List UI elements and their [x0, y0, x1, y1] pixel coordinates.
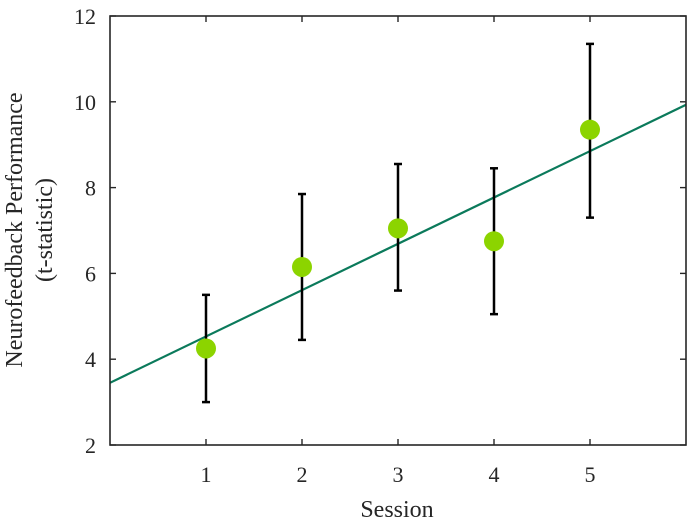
x-axis-label: Session	[360, 497, 433, 522]
x-tick-label: 4	[489, 462, 500, 487]
data-point	[388, 218, 408, 239]
data-point	[580, 119, 600, 140]
x-tick-label: 5	[585, 462, 596, 487]
y-tick-label: 12	[74, 4, 96, 29]
x-tick-label: 2	[297, 462, 308, 487]
y-tick-label: 10	[74, 90, 96, 115]
x-tick-label: 1	[201, 462, 212, 487]
y-tick-label: 2	[85, 433, 96, 458]
y-tick-label: 6	[85, 261, 96, 286]
data-point-group	[292, 192, 312, 342]
data-point-group	[484, 167, 504, 316]
data-point	[196, 338, 216, 359]
x-tick-label: 3	[393, 462, 404, 487]
data-point-group	[580, 42, 600, 219]
data-point-group	[388, 162, 408, 292]
data-point	[484, 231, 504, 252]
plot-area	[110, 42, 686, 404]
y-axis-label-line2: (t-statistic)	[32, 178, 58, 282]
y-tick-label: 8	[85, 176, 96, 201]
data-point-group	[196, 293, 216, 404]
y-axis-label-line1: Neurofeedback Performance	[2, 92, 28, 367]
data-point	[292, 256, 312, 277]
y-tick-label: 4	[85, 347, 96, 372]
